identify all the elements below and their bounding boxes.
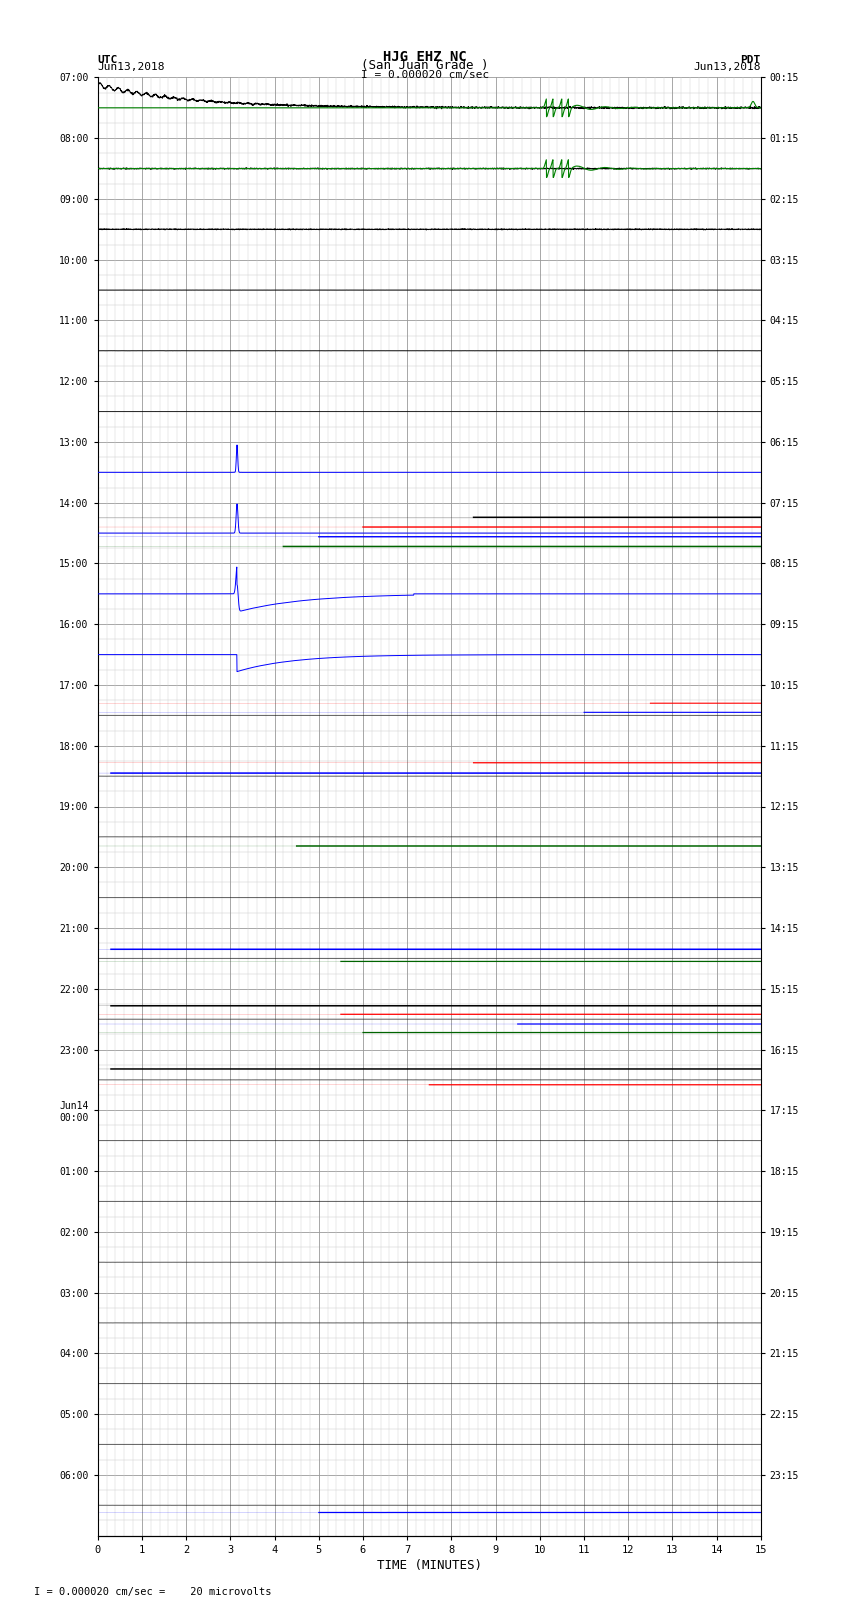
- Text: HJG EHZ NC: HJG EHZ NC: [383, 50, 467, 65]
- Text: PDT: PDT: [740, 55, 761, 65]
- X-axis label: TIME (MINUTES): TIME (MINUTES): [377, 1558, 482, 1571]
- Text: Jun13,2018: Jun13,2018: [694, 61, 761, 71]
- Text: UTC: UTC: [98, 55, 118, 65]
- Text: I = 0.000020 cm/sec: I = 0.000020 cm/sec: [361, 69, 489, 79]
- Text: (San Juan Grade ): (San Juan Grade ): [361, 58, 489, 71]
- Text: Jun13,2018: Jun13,2018: [98, 61, 165, 71]
- Text: I = 0.000020 cm/sec =    20 microvolts: I = 0.000020 cm/sec = 20 microvolts: [34, 1587, 271, 1597]
